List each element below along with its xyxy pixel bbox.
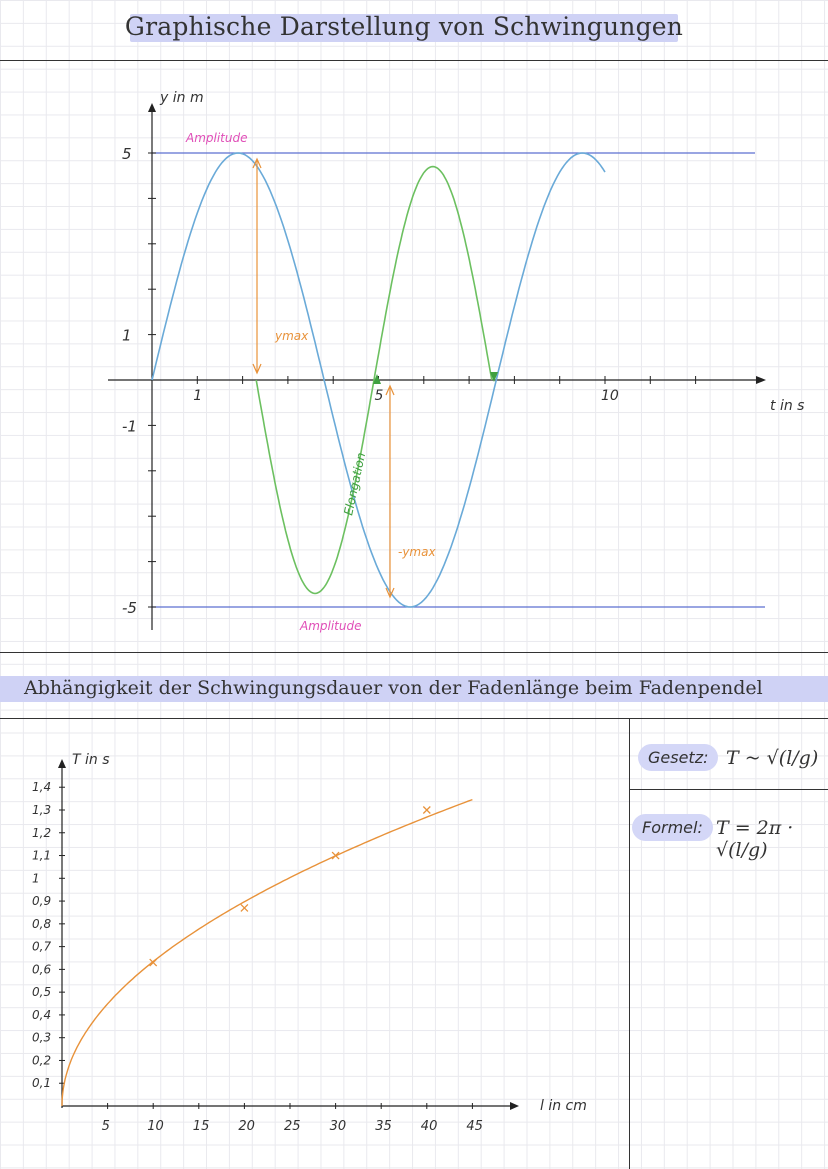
green-arrow-right — [490, 372, 498, 382]
green-arrow-mid — [373, 374, 381, 384]
neg-ymax-arrowhead-bottom — [385, 587, 395, 599]
y-axis-arrow — [148, 103, 156, 112]
series-sine-blue — [151, 152, 606, 608]
pendulum-x-arrow — [510, 1102, 519, 1110]
x-tick-label: 45 — [466, 1119, 483, 1134]
x-tick-label: 25 — [284, 1119, 301, 1134]
x-tick-label: 20 — [238, 1119, 255, 1134]
y-tick-label: 1 — [122, 327, 132, 345]
y-tick-label: 0,5 — [32, 985, 51, 999]
section2-highlight — [0, 676, 828, 702]
x-tick-label: 40 — [421, 1119, 438, 1134]
y-tick-label: 0,3 — [32, 1031, 51, 1045]
measured-point — [331, 851, 340, 860]
y-tick-label: 0,2 — [32, 1053, 51, 1067]
series-sine-green — [255, 165, 493, 595]
formel-label: Formel: — [632, 814, 713, 841]
x-tick-label: 35 — [375, 1119, 392, 1134]
y-tick-label: 0,6 — [32, 962, 51, 976]
x-tick-label: 10 — [147, 1119, 164, 1134]
y-tick-label: 0,8 — [32, 917, 51, 931]
amplitude-label-bottom: Amplitude — [299, 619, 362, 633]
y-tick-label: 1,2 — [32, 826, 51, 840]
y-tick-label: 1 — [32, 871, 40, 885]
pendulum-axis-ticks: 5 10 15 20 25 30 35 40 45 1,4 1,3 1,2 1,1 1 0,9 0,8 0,7 0… — [32, 780, 483, 1134]
side-panel-divider — [629, 718, 630, 1169]
x-tick-label: 15 — [193, 1119, 210, 1134]
y-tick-label: 0,9 — [32, 894, 51, 908]
y-tick-label: 0,4 — [32, 1008, 51, 1022]
ymax-arrowhead-bottom — [252, 363, 262, 375]
x-tick-label: 5 — [102, 1119, 110, 1134]
pendulum-y-label: T in s — [72, 752, 110, 768]
measured-point — [149, 958, 158, 967]
gesetz-label: Gesetz: — [638, 744, 719, 771]
neg-ymax-label: -ymax — [398, 545, 436, 559]
divider-middle — [0, 652, 828, 653]
divider-top — [0, 60, 828, 61]
ymax-label: ymax — [274, 329, 309, 343]
pendulum-y-arrow — [58, 759, 66, 768]
side-panel-rule — [629, 789, 828, 790]
t-axis-label: t in s — [770, 398, 804, 414]
neg-ymax-arrowhead-top — [385, 384, 395, 396]
t-tick-label: 1 — [193, 388, 202, 404]
t-axis-arrow — [756, 376, 766, 384]
section2-title: Abhängigkeit der Schwingungsdauer von de… — [24, 677, 763, 699]
formel-formula: T = 2π · √(l/g) — [716, 817, 794, 861]
divider-section2 — [0, 718, 828, 719]
y-tick-label: 1,3 — [32, 803, 51, 817]
ymax-arrowhead-top — [252, 157, 262, 169]
y-tick-label: -1 — [122, 417, 137, 435]
amplitude-label-top: Amplitude — [185, 131, 248, 145]
y-axis-label: y in m — [159, 90, 204, 106]
measured-points — [149, 806, 431, 967]
page-title: Graphische Darstellung von Schwingungen — [124, 12, 684, 41]
y-tick-label: 1,4 — [32, 780, 51, 794]
x-tick-label: 30 — [330, 1119, 347, 1134]
period-curve — [61, 798, 473, 1107]
y-tick-label: 1,1 — [32, 849, 51, 863]
measured-point — [240, 903, 249, 912]
y-tick-label: -5 — [122, 599, 137, 617]
t-tick-label: 10 — [601, 388, 619, 404]
y-tick-label: 0,1 — [32, 1076, 51, 1090]
pendulum-x-label: l in cm — [540, 1098, 587, 1114]
y-tick-label: 0,7 — [32, 940, 51, 954]
measured-point — [422, 806, 431, 814]
title-highlight — [130, 14, 678, 42]
t-tick-label: 5 — [375, 388, 384, 404]
gesetz-formula: T ~ √(l/g) — [726, 747, 819, 769]
y-tick-label: 5 — [122, 145, 132, 163]
